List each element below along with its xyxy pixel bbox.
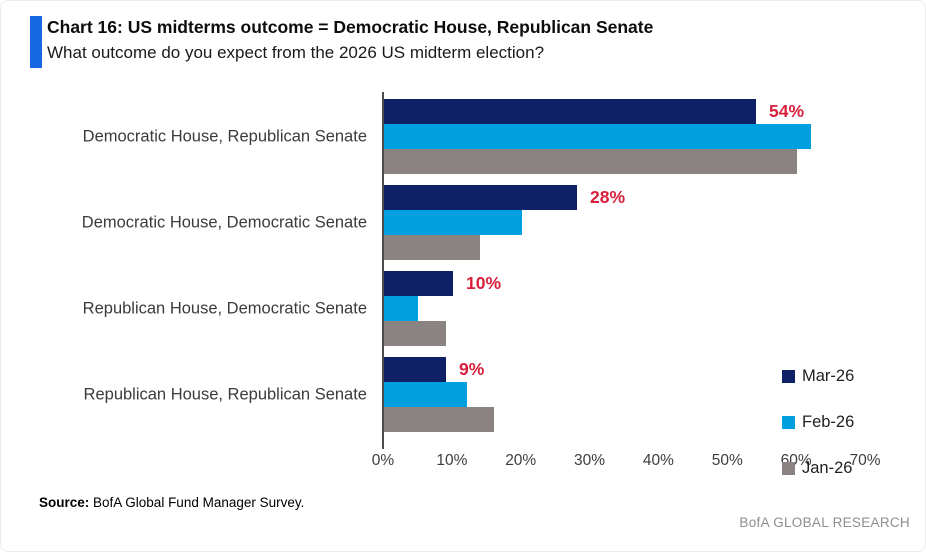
bar-group: Republican House, Republican Senate 9% [1, 357, 925, 432]
value-label: 9% [459, 359, 485, 379]
chart-title: Chart 16: US midterms outcome = Democrat… [47, 17, 654, 37]
category-label: Democratic House, Democratic Senate [81, 213, 367, 231]
bar-feb-26 [384, 124, 811, 149]
bar-feb-26 [384, 296, 418, 321]
legend-swatch-icon [782, 370, 795, 383]
y-axis-line [382, 92, 384, 449]
value-label: 10% [466, 273, 502, 293]
legend-swatch-icon [782, 416, 795, 429]
bar-feb-26 [384, 382, 467, 407]
legend-label: Feb-26 [802, 413, 855, 431]
legend-label: Jan-26 [802, 459, 853, 477]
chart-subtitle: What outcome do you expect from the 2026… [47, 43, 545, 62]
x-tick-label: 50% [711, 452, 743, 469]
bar-jan-26 [384, 149, 797, 174]
source-note: Source: BofA Global Fund Manager Survey. [39, 495, 304, 510]
bar-group: Democratic House, Republican Senate 54% [1, 99, 925, 174]
category-label: Republican House, Republican Senate [83, 385, 367, 403]
chart-legend: Mar-26 Feb-26 Jan-26 [782, 367, 855, 506]
legend-item: Feb-26 [782, 413, 855, 431]
bar-feb-26 [384, 210, 522, 235]
bar-group: Republican House, Democratic Senate 10% [1, 271, 925, 346]
legend-item: Mar-26 [782, 367, 855, 385]
x-tick-label: 40% [642, 452, 674, 469]
x-tick-label: 70% [849, 452, 881, 469]
bar-chart: Democratic House, Republican Senate 54% De… [1, 92, 925, 477]
title-accent-bar [30, 16, 42, 68]
legend-label: Mar-26 [802, 367, 855, 385]
x-tick-label: 30% [574, 452, 606, 469]
value-label: 54% [769, 101, 805, 121]
source-label: Source: [39, 495, 90, 510]
bar-stack: 10% [384, 271, 925, 346]
bar-jan-26 [384, 407, 494, 432]
bar-mar-26 [384, 99, 756, 124]
category-label: Democratic House, Republican Senate [82, 127, 367, 145]
category-label: Republican House, Democratic Senate [82, 299, 367, 317]
bar-groups: Democratic House, Republican Senate 54% De… [1, 99, 925, 443]
bar-stack: 28% [384, 185, 925, 260]
brand-text: BofA GLOBAL RESEARCH [739, 515, 910, 530]
source-text: BofA Global Fund Manager Survey. [89, 495, 305, 510]
legend-item: Jan-26 [782, 459, 854, 477]
value-label: 28% [590, 187, 626, 207]
bar-mar-26 [384, 271, 453, 296]
bar-mar-26 [384, 185, 577, 210]
bar-group: Democratic House, Democratic Senate 28% [1, 185, 925, 260]
bar-stack: 54% [384, 99, 925, 174]
x-tick-label: 10% [436, 452, 468, 469]
x-axis-tick-labels: 0% 10% 20% 30% 40% 50% 60% 70% [372, 449, 883, 471]
bar-jan-26 [384, 321, 446, 346]
bar-jan-26 [384, 235, 480, 260]
x-tick-label: 20% [505, 452, 537, 469]
bar-mar-26 [384, 357, 446, 382]
x-tick-label: 0% [371, 452, 395, 469]
bar-stack: 9% [384, 357, 925, 432]
legend-swatch-icon [782, 462, 795, 475]
